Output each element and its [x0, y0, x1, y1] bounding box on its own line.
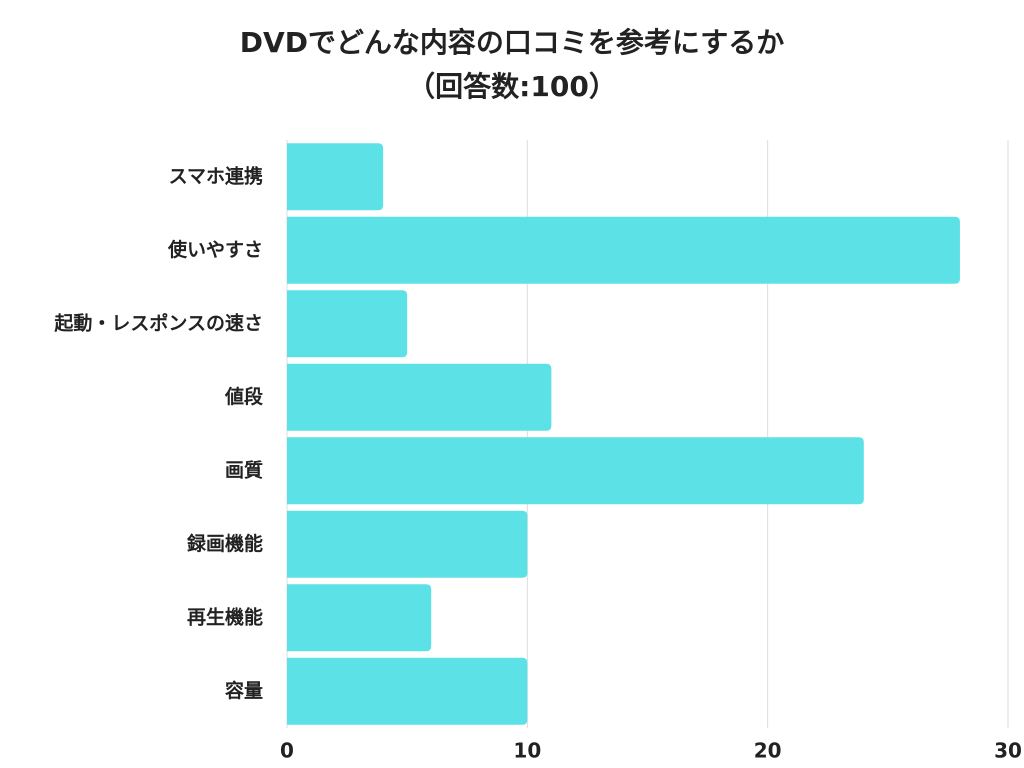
x-tick-label: 30: [994, 739, 1022, 763]
y-tick-label: 画質: [225, 458, 263, 481]
bar: [287, 216, 960, 284]
x-tick-label: 0: [280, 739, 294, 763]
y-tick-label: 再生機能: [187, 605, 263, 628]
bar: [287, 584, 432, 652]
bar: [287, 510, 528, 578]
bar: [287, 437, 864, 505]
y-tick-label: スマホ連携: [169, 164, 263, 187]
y-tick-label: 使いやすさ: [167, 239, 263, 261]
chart-subtitle: （回答数:100）: [407, 70, 617, 103]
y-tick-label: 録画機能: [187, 532, 263, 555]
bar: [287, 363, 552, 431]
y-tick-label: 値段: [224, 385, 264, 408]
y-tick-label: 起動・レスポンスの速さ: [53, 311, 263, 334]
bar: [287, 143, 384, 211]
x-tick-label: 10: [513, 739, 541, 763]
bar: [287, 290, 408, 358]
bar: [287, 657, 528, 725]
chart-title: DVDでどんな内容の口コミを参考にするか: [240, 26, 784, 59]
y-tick-label: 容量: [225, 679, 263, 702]
x-tick-label: 20: [754, 739, 782, 763]
